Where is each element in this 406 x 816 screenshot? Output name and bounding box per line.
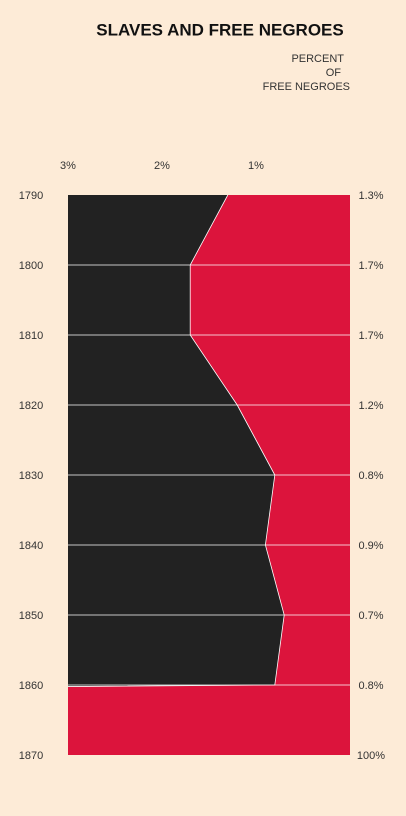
x-tick-label: 2% <box>154 160 170 172</box>
value-label: 0.8% <box>358 680 383 692</box>
value-label: 1.3% <box>358 190 383 202</box>
value-label: 1.7% <box>358 260 383 272</box>
value-label: 1.2% <box>358 400 383 412</box>
chart-title: SLAVES AND FREE NEGROES <box>96 20 343 39</box>
x-tick-label: 3% <box>60 160 76 172</box>
y-tick-label: 1830 <box>19 470 43 482</box>
y-tick-label: 1860 <box>19 680 43 692</box>
subtitle: PERCENT <box>291 53 344 65</box>
plot-area <box>68 195 350 755</box>
y-tick-label: 1800 <box>19 260 43 272</box>
subtitle: FREE NEGROES <box>263 81 350 93</box>
x-tick-label: 1% <box>248 160 264 172</box>
value-label: 0.7% <box>358 610 383 622</box>
y-tick-label: 1840 <box>19 540 43 552</box>
value-label: 100% <box>357 750 385 762</box>
subtitle: OF <box>326 67 342 79</box>
value-label: 0.9% <box>358 540 383 552</box>
boundary-line <box>68 195 285 687</box>
y-tick-label: 1810 <box>19 330 43 342</box>
y-tick-label: 1790 <box>19 190 43 202</box>
y-tick-label: 1850 <box>19 610 43 622</box>
y-tick-label: 1820 <box>19 400 43 412</box>
value-label: 0.8% <box>358 470 383 482</box>
value-label: 1.7% <box>358 330 383 342</box>
y-tick-label: 1870 <box>19 750 43 762</box>
